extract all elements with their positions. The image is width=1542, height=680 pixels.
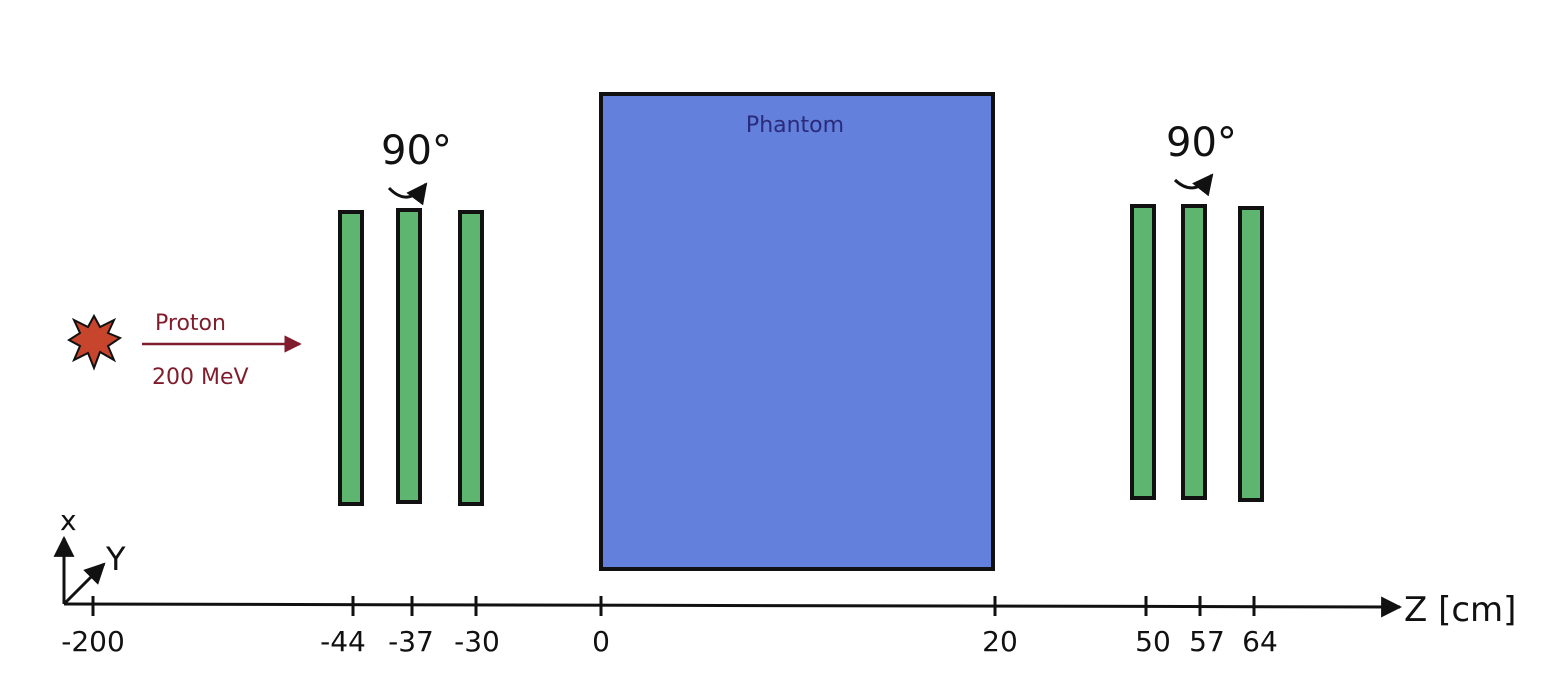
phantom-block <box>599 92 995 571</box>
detector-plane-upstream-3 <box>458 210 484 506</box>
explosion-icon <box>67 313 123 371</box>
z-tick-label: 0 <box>592 625 610 658</box>
detector-plane-upstream-1 <box>338 210 364 506</box>
y-axis-arrow <box>62 562 106 606</box>
z-tick-label: 20 <box>982 625 1018 658</box>
z-tick-label: -200 <box>61 625 125 658</box>
detector-plane-downstream-1 <box>1130 204 1156 500</box>
phantom-label: Phantom <box>746 113 844 138</box>
z-axis-ticks <box>91 596 1256 616</box>
detector-plane-downstream-3 <box>1238 206 1264 502</box>
z-tick-label: 64 <box>1242 625 1278 658</box>
z-tick-label: -30 <box>454 625 500 658</box>
y-axis-label: Y <box>105 540 126 578</box>
beam-energy-label: 200 MeV <box>152 365 249 390</box>
z-tick-label: -37 <box>388 625 434 658</box>
z-axis <box>63 596 1403 618</box>
z-tick-label: 50 <box>1135 625 1171 658</box>
downstream-rotation-label: 90° <box>1166 120 1237 166</box>
detector-plane-downstream-2 <box>1181 204 1207 500</box>
z-tick-label: -44 <box>320 625 366 658</box>
beam-particle-label: Proton <box>155 311 226 336</box>
z-tick-label: 57 <box>1189 625 1225 658</box>
x-axis-label: x <box>60 504 77 537</box>
z-axis-label: Z [cm] <box>1404 590 1516 630</box>
upstream-rotation-label: 90° <box>381 128 452 174</box>
rotation-arrow-icon <box>387 182 428 206</box>
rotation-arrow-icon <box>1173 173 1214 197</box>
detector-plane-upstream-2 <box>396 208 422 504</box>
